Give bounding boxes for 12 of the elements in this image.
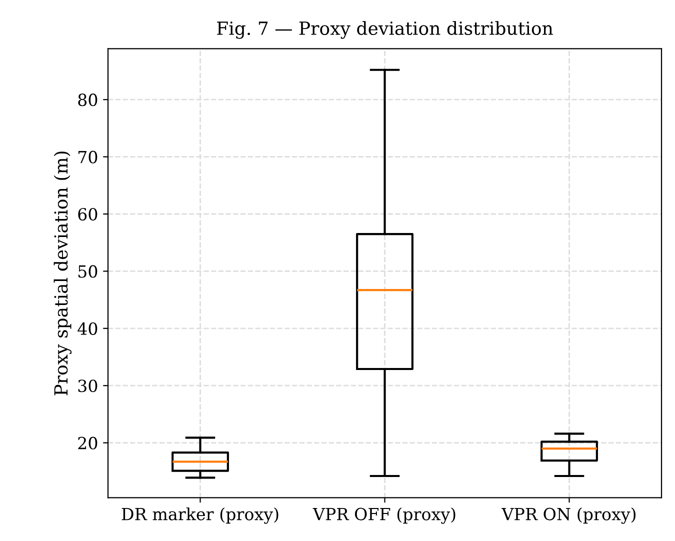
y-tick-label: 60 <box>78 208 98 221</box>
chart-title: Fig. 7 — Proxy deviation distribution <box>217 21 553 39</box>
x-tick-label: DR marker (proxy) <box>122 507 278 524</box>
y-tick-label: 50 <box>78 265 98 278</box>
y-tick-label: 70 <box>78 150 98 164</box>
x-tick-label: VPR OFF (proxy) <box>312 507 456 524</box>
y-tick-label: 80 <box>78 94 98 106</box>
y-tick-label: 40 <box>78 322 98 335</box>
y-axis-title: Proxy spatial deviation (m) <box>54 152 72 396</box>
y-tick-label: 20 <box>78 436 98 450</box>
x-tick-label: VPR ON (proxy) <box>502 507 636 524</box>
y-tick-label: 30 <box>78 380 98 392</box>
